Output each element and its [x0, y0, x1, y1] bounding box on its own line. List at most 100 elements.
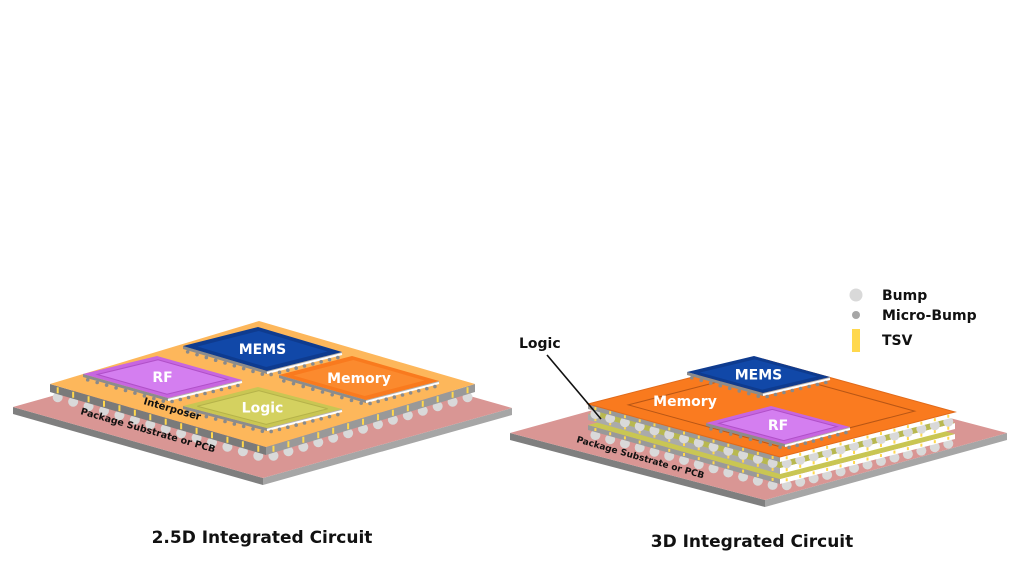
- micro-bump: [236, 383, 240, 388]
- micro-bump: [161, 399, 166, 403]
- tsv: [727, 465, 730, 469]
- tsv: [376, 414, 379, 421]
- tsv: [272, 445, 275, 452]
- legend: Bump Micro-Bump TSV: [849, 288, 977, 352]
- chip-memory-edge-highlight: [365, 382, 440, 403]
- chip-logic-label: Logic: [242, 401, 284, 417]
- micro-bump: [133, 391, 137, 395]
- chip-rf-left-side: [83, 374, 168, 401]
- tsv: [893, 450, 896, 454]
- tsv: [920, 443, 923, 447]
- tsv: [697, 457, 700, 461]
- tsv: [866, 446, 869, 451]
- micro-bump: [219, 387, 224, 392]
- tsv: [594, 407, 597, 411]
- micro-bump: [368, 401, 372, 406]
- diagram-3d: Memory MEMS RF: [510, 356, 1007, 507]
- tsv: [839, 464, 842, 468]
- micro-bump: [294, 366, 298, 370]
- bump-legend-icon: [849, 288, 863, 302]
- micro-bump: [223, 419, 227, 424]
- micro-bump: [194, 393, 199, 398]
- micro-bump: [232, 422, 237, 426]
- micro-bump: [758, 440, 763, 444]
- tsv: [623, 425, 626, 430]
- micro-bump: [195, 352, 199, 357]
- tsv: [826, 445, 829, 449]
- legend-label-tsv: TSV: [882, 333, 913, 349]
- tsv: [623, 436, 626, 440]
- tsv: [683, 431, 685, 435]
- chip-rf-inner: [95, 359, 230, 395]
- micro-bump: [719, 429, 723, 434]
- tsv: [879, 432, 882, 436]
- tsv: [668, 437, 671, 442]
- tsv: [785, 467, 788, 472]
- title-3d: 3D Integrated Circuit: [651, 532, 854, 552]
- tsv: [742, 469, 745, 473]
- tsv: [742, 447, 745, 451]
- micro-bump: [844, 430, 848, 435]
- tsv: [56, 387, 59, 394]
- micro-bump: [123, 388, 128, 393]
- micro-bump: [195, 412, 199, 416]
- tsv: [839, 453, 842, 458]
- tsv: [920, 421, 923, 425]
- micro-bump: [790, 388, 795, 393]
- micro-bump: [778, 445, 782, 449]
- micro-bump: [269, 429, 273, 434]
- micro-bump: [152, 396, 156, 401]
- chip-mems-left-side: [687, 372, 763, 396]
- legend-label-micro-bump: Micro-Bump: [882, 308, 977, 324]
- micro-bump: [170, 399, 174, 404]
- tsv: [853, 449, 856, 454]
- tsv: [226, 436, 229, 443]
- micro-bump: [311, 419, 315, 423]
- tsv: [799, 474, 802, 478]
- micro-bump: [204, 414, 209, 419]
- tsv: [771, 455, 774, 459]
- tsv: [785, 478, 788, 482]
- title-2-5d: 2.5D Integrated Circuit: [152, 528, 373, 548]
- micro-bump: [114, 386, 118, 390]
- tsv: [609, 411, 612, 415]
- micro-bump: [282, 379, 286, 383]
- micro-bump: [302, 421, 307, 425]
- tsv: [799, 452, 802, 456]
- tsv: [653, 444, 656, 448]
- tsv: [853, 460, 856, 464]
- package-substrate-left-side: [510, 433, 765, 507]
- micro-bump: [286, 425, 290, 430]
- micro-bump: [699, 378, 704, 383]
- micro-bump: [203, 391, 207, 396]
- tsv: [594, 428, 597, 432]
- micro-bump: [376, 399, 380, 404]
- tsv: [683, 453, 685, 456]
- micro-bump: [319, 416, 323, 421]
- micro-bump: [291, 381, 296, 386]
- tsv: [947, 425, 950, 430]
- tsv: [451, 391, 454, 398]
- tsv: [638, 440, 641, 444]
- micro-bump: [213, 358, 218, 363]
- tsv: [697, 435, 700, 439]
- micro-bump: [301, 384, 305, 389]
- tsv: [771, 477, 774, 481]
- chip-memory-label: Memory: [327, 371, 391, 387]
- tsv: [812, 471, 815, 475]
- tsv: [727, 454, 730, 459]
- tsv: [947, 414, 950, 418]
- micro-bump: [748, 437, 753, 442]
- tsv: [727, 443, 730, 447]
- chip-logic-inner: [197, 390, 328, 425]
- tsv: [87, 396, 90, 403]
- micro-bump: [232, 363, 237, 368]
- micro-bump: [251, 369, 255, 374]
- micro-bump: [327, 414, 332, 419]
- micro-bump: [302, 364, 307, 368]
- micro-bump: [737, 389, 742, 393]
- tsv: [839, 442, 842, 446]
- micro-bump: [185, 409, 190, 414]
- micro-bump: [787, 445, 791, 450]
